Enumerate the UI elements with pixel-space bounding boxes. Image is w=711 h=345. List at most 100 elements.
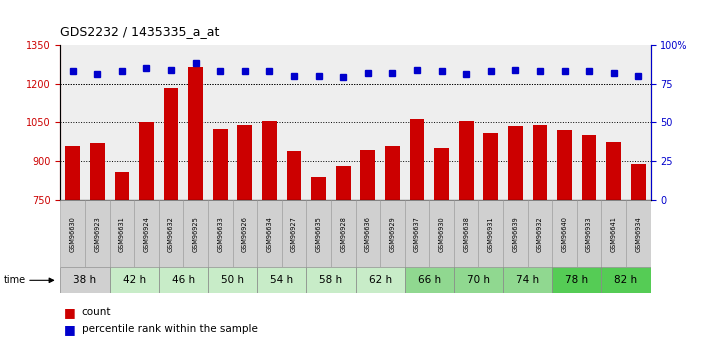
Bar bbox=[257, 200, 282, 267]
Bar bbox=[410, 119, 424, 345]
Bar bbox=[282, 200, 306, 267]
Bar bbox=[577, 200, 602, 267]
Bar bbox=[533, 125, 547, 345]
Bar bbox=[503, 267, 552, 293]
Bar bbox=[208, 200, 232, 267]
Text: GSM96638: GSM96638 bbox=[463, 216, 469, 252]
Bar bbox=[213, 129, 228, 345]
Bar bbox=[405, 200, 429, 267]
Bar bbox=[188, 67, 203, 345]
Text: GSM96632: GSM96632 bbox=[168, 216, 174, 252]
Text: 38 h: 38 h bbox=[73, 275, 97, 285]
Bar bbox=[237, 125, 252, 345]
Text: ■: ■ bbox=[64, 323, 76, 336]
Bar bbox=[429, 200, 454, 267]
Bar bbox=[114, 171, 129, 345]
Text: GSM96635: GSM96635 bbox=[316, 216, 321, 252]
Text: GSM96640: GSM96640 bbox=[562, 216, 567, 252]
Text: 54 h: 54 h bbox=[270, 275, 294, 285]
Text: GSM96630: GSM96630 bbox=[70, 216, 76, 252]
Bar bbox=[331, 200, 356, 267]
Text: 58 h: 58 h bbox=[319, 275, 343, 285]
Bar bbox=[90, 143, 105, 345]
Text: GDS2232 / 1435335_a_at: GDS2232 / 1435335_a_at bbox=[60, 25, 220, 38]
Bar bbox=[164, 88, 178, 345]
Bar bbox=[434, 148, 449, 345]
Bar bbox=[459, 121, 474, 345]
Bar bbox=[606, 142, 621, 345]
Text: GSM96930: GSM96930 bbox=[439, 216, 444, 252]
Text: GSM96639: GSM96639 bbox=[513, 216, 518, 252]
Text: GSM96924: GSM96924 bbox=[144, 216, 149, 252]
Bar bbox=[528, 200, 552, 267]
Bar bbox=[626, 200, 651, 267]
Bar bbox=[183, 200, 208, 267]
Bar bbox=[109, 267, 159, 293]
Text: GSM96641: GSM96641 bbox=[611, 216, 616, 252]
Text: GSM96634: GSM96634 bbox=[267, 216, 272, 252]
Bar bbox=[85, 200, 109, 267]
Bar bbox=[454, 200, 479, 267]
Bar bbox=[262, 121, 277, 345]
Bar bbox=[631, 164, 646, 345]
Text: GSM96633: GSM96633 bbox=[218, 216, 223, 252]
Text: 42 h: 42 h bbox=[122, 275, 146, 285]
Bar bbox=[336, 166, 351, 345]
Bar bbox=[508, 126, 523, 345]
Bar bbox=[552, 200, 577, 267]
Bar bbox=[159, 267, 208, 293]
Bar bbox=[287, 151, 301, 345]
Bar bbox=[552, 267, 602, 293]
Text: GSM96925: GSM96925 bbox=[193, 216, 198, 252]
Text: 50 h: 50 h bbox=[221, 275, 244, 285]
Text: count: count bbox=[82, 307, 111, 317]
Text: GSM96932: GSM96932 bbox=[537, 216, 543, 252]
Bar bbox=[139, 122, 154, 345]
Bar bbox=[306, 200, 331, 267]
Bar bbox=[557, 130, 572, 345]
Text: ■: ■ bbox=[64, 306, 76, 319]
Bar bbox=[60, 200, 85, 267]
Bar bbox=[380, 200, 405, 267]
Text: 78 h: 78 h bbox=[565, 275, 589, 285]
Bar bbox=[483, 133, 498, 345]
Text: GSM96923: GSM96923 bbox=[95, 216, 100, 252]
Bar bbox=[602, 267, 651, 293]
Bar bbox=[134, 200, 159, 267]
Bar bbox=[65, 146, 80, 345]
Text: 62 h: 62 h bbox=[368, 275, 392, 285]
Text: 82 h: 82 h bbox=[614, 275, 638, 285]
Bar bbox=[109, 200, 134, 267]
Text: 70 h: 70 h bbox=[467, 275, 490, 285]
Bar bbox=[159, 200, 183, 267]
Bar bbox=[208, 267, 257, 293]
Text: GSM96928: GSM96928 bbox=[340, 216, 346, 252]
Text: GSM96636: GSM96636 bbox=[365, 216, 371, 252]
Text: GSM96933: GSM96933 bbox=[586, 216, 592, 252]
Text: GSM96637: GSM96637 bbox=[414, 216, 420, 252]
Bar bbox=[582, 135, 597, 345]
Text: 46 h: 46 h bbox=[172, 275, 195, 285]
Text: GSM96927: GSM96927 bbox=[291, 216, 297, 252]
Bar bbox=[232, 200, 257, 267]
Text: 74 h: 74 h bbox=[516, 275, 539, 285]
Bar bbox=[356, 200, 380, 267]
Text: GSM96929: GSM96929 bbox=[390, 216, 395, 252]
Bar bbox=[602, 200, 626, 267]
Bar bbox=[306, 267, 356, 293]
Text: time: time bbox=[4, 275, 26, 285]
Text: GSM96931: GSM96931 bbox=[488, 216, 493, 252]
Bar bbox=[356, 267, 405, 293]
Bar bbox=[405, 267, 454, 293]
Bar bbox=[479, 200, 503, 267]
Bar bbox=[360, 150, 375, 345]
Bar bbox=[257, 267, 306, 293]
Text: GSM96926: GSM96926 bbox=[242, 216, 248, 252]
Bar bbox=[503, 200, 528, 267]
Bar bbox=[454, 267, 503, 293]
Text: 66 h: 66 h bbox=[417, 275, 441, 285]
Bar bbox=[60, 267, 109, 293]
Text: GSM96631: GSM96631 bbox=[119, 216, 125, 252]
Bar bbox=[385, 146, 400, 345]
Bar bbox=[311, 177, 326, 345]
